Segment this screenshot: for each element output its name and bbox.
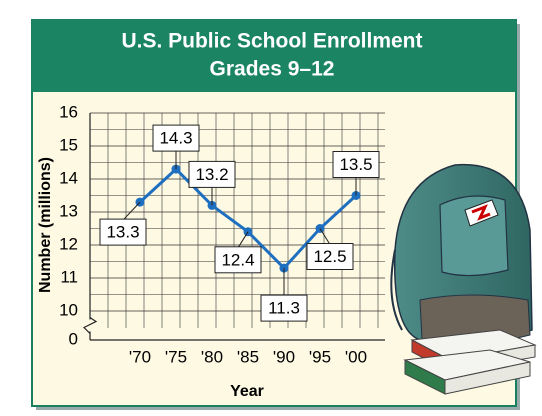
y-tick-label: 15 (59, 135, 78, 154)
chart-subtitle: Grades 9–12 (210, 58, 335, 81)
y-axis-title: Number (millions) (37, 157, 54, 293)
data-label: 12.5 (313, 247, 346, 266)
y-tick-label: 16 (59, 102, 78, 121)
x-tick-label: '95 (309, 347, 331, 366)
figure: U.S. Public School Enrollment Grades 9–1… (0, 0, 542, 411)
data-label: 13.2 (195, 165, 228, 184)
data-label: 14.3 (159, 129, 192, 148)
x-tick-label: '80 (201, 347, 223, 366)
data-label: 12.4 (221, 250, 254, 269)
data-label: 13.5 (339, 155, 372, 174)
y-tick-label: 0 (69, 329, 78, 348)
x-axis-title: Year (230, 383, 264, 400)
x-tick-label: '85 (237, 347, 259, 366)
y-tick-label: 10 (59, 300, 78, 319)
x-tick-label: '00 (345, 347, 367, 366)
chart-title: U.S. Public School Enrollment (121, 30, 422, 53)
x-tick-label: '75 (165, 347, 187, 366)
y-tick-label: 14 (59, 168, 78, 187)
x-tick-label: '90 (273, 347, 295, 366)
y-tick-label: 11 (60, 267, 78, 286)
backpack-illustration (391, 165, 535, 394)
y-tick-label: 12 (59, 234, 78, 253)
data-label: 13.3 (106, 223, 139, 242)
x-tick-label: '70 (129, 347, 151, 366)
y-tick-label: 13 (59, 201, 78, 220)
data-label: 11.3 (268, 299, 300, 318)
